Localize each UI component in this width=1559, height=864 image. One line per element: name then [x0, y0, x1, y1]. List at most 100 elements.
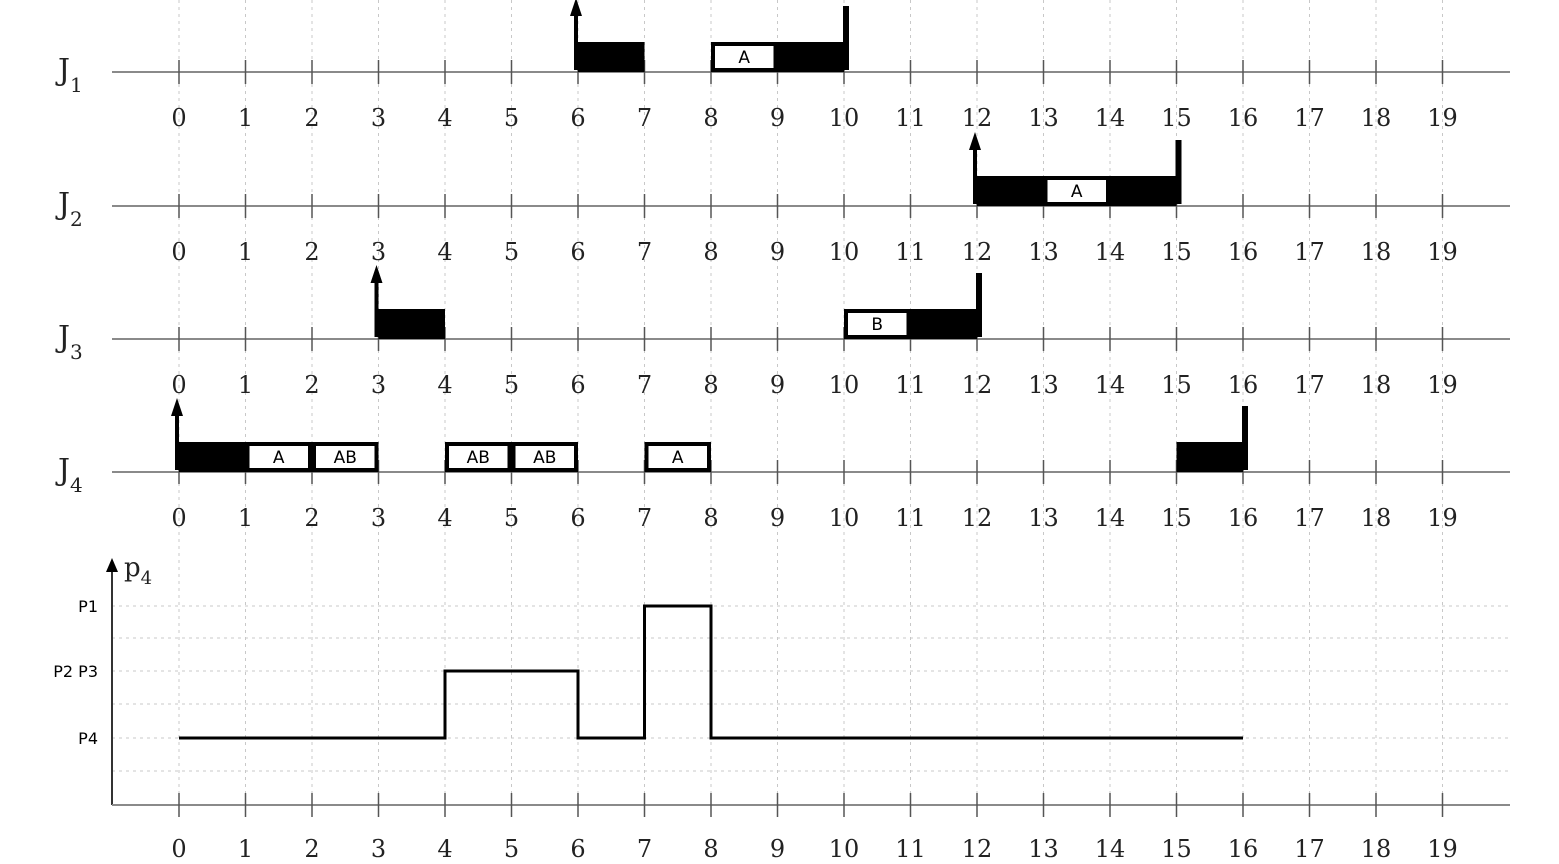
tick-label: 0	[171, 371, 186, 399]
tick-label: 10	[829, 504, 860, 532]
block-label: A	[672, 448, 684, 468]
job-label: J3	[55, 320, 83, 364]
tick-label: 14	[1095, 104, 1126, 132]
job-timeline-2: J20 1 2 3 4 5 6 7 8 9 10 11 12 13 14 15 16 17 18 19A	[55, 132, 1510, 266]
tick-label: 14	[1095, 835, 1126, 863]
tick-label: 13	[1028, 504, 1059, 532]
block-label: B	[871, 315, 883, 335]
tick-label: 17	[1294, 238, 1325, 266]
tick-label: 2	[304, 238, 319, 266]
block-label: A	[273, 448, 285, 468]
release-arrow-head	[171, 398, 183, 416]
tick-label: 4	[437, 504, 452, 532]
tick-label: 14	[1095, 504, 1126, 532]
job-label-subscript: 4	[70, 473, 83, 497]
tick-label: 3	[371, 835, 386, 863]
tick-label: 9	[770, 371, 785, 399]
tick-label: 8	[703, 104, 718, 132]
tick-label: 4	[437, 371, 452, 399]
processor-level-line	[179, 604, 1243, 740]
tick-label: 18	[1361, 504, 1392, 532]
tick-label: 18	[1361, 104, 1392, 132]
tick-label: 17	[1294, 504, 1325, 532]
p-axis-label-subscript: 4	[141, 568, 152, 589]
tick-label: 7	[637, 504, 652, 532]
tick-label: 8	[703, 371, 718, 399]
tick-label: 1	[238, 504, 253, 532]
tick-label: 16	[1228, 104, 1259, 132]
execution-block-open	[844, 309, 911, 339]
deadline-marker	[976, 273, 982, 337]
tick-label: 16	[1228, 504, 1259, 532]
tick-label: 3	[371, 504, 386, 532]
release-arrow-head	[570, 0, 582, 16]
tick-label: 11	[895, 104, 926, 132]
job-label-subscript: 1	[70, 73, 83, 97]
execution-block-solid	[179, 442, 246, 472]
tick-label: 9	[770, 835, 785, 863]
tick-label: 8	[703, 504, 718, 532]
deadline-marker	[1242, 406, 1248, 470]
tick-label: 14	[1095, 238, 1126, 266]
level-label: P2 P3	[53, 662, 98, 681]
execution-block-open	[711, 42, 778, 72]
tick-label: 12	[962, 238, 993, 266]
tick-label: 8	[703, 835, 718, 863]
tick-label: 19	[1427, 238, 1458, 266]
tick-label: 1	[238, 104, 253, 132]
tick-label: 0	[171, 104, 186, 132]
execution-block-open	[445, 442, 512, 472]
tick-label: 17	[1294, 104, 1325, 132]
tick-label: 16	[1228, 835, 1259, 863]
tick-label: 8	[703, 238, 718, 266]
tick-label: 18	[1361, 371, 1392, 399]
tick-label: 2	[304, 504, 319, 532]
block-label: A	[738, 48, 750, 68]
p-axis-arrow	[106, 558, 118, 572]
tick-label: 15	[1161, 238, 1192, 266]
tick-label: 2	[304, 835, 319, 863]
level-label: P1	[78, 597, 98, 616]
tick-label: 11	[895, 238, 926, 266]
level-label: P4	[78, 729, 98, 748]
tick-label: 10	[829, 371, 860, 399]
tick-label: 0	[171, 835, 186, 863]
tick-label: 16	[1228, 371, 1259, 399]
tick-label: 12	[962, 504, 993, 532]
tick-label: 5	[504, 104, 519, 132]
tick-label: 4	[437, 104, 452, 132]
tick-label: 7	[637, 835, 652, 863]
tick-label: 4	[437, 238, 452, 266]
tick-label: 3	[371, 371, 386, 399]
execution-block-open	[1043, 176, 1110, 206]
tick-label: 9	[770, 104, 785, 132]
tick-label: 16	[1228, 238, 1259, 266]
tick-label: 0	[171, 238, 186, 266]
job-label: J1	[55, 53, 83, 97]
execution-block-solid	[578, 42, 645, 72]
tick-label: 11	[895, 504, 926, 532]
tick-label: 13	[1028, 371, 1059, 399]
tick-label: 10	[829, 835, 860, 863]
release-arrow-head	[370, 265, 383, 283]
tick-label: 15	[1161, 504, 1192, 532]
tick-label: 5	[504, 238, 519, 266]
tick-label: 11	[895, 835, 926, 863]
tick-label: 10	[829, 238, 860, 266]
tick-label: 11	[895, 371, 926, 399]
job-label: J2	[55, 187, 83, 231]
job-timeline-4: J40 1 2 3 4 5 6 7 8 9 10 11 12 13 14 15 16 17 18 19A AB AB AB A	[55, 398, 1510, 532]
tick-label: 19	[1427, 504, 1458, 532]
block-label: AB	[467, 448, 490, 468]
tick-label: 18	[1361, 238, 1392, 266]
tick-label: 15	[1161, 371, 1192, 399]
block-label: AB	[533, 448, 556, 468]
block-label: A	[1071, 182, 1083, 202]
execution-block-open	[511, 442, 578, 472]
tick-label: 13	[1028, 238, 1059, 266]
tick-label: 7	[637, 104, 652, 132]
tick-label: 19	[1427, 104, 1458, 132]
tick-label: 1	[238, 238, 253, 266]
